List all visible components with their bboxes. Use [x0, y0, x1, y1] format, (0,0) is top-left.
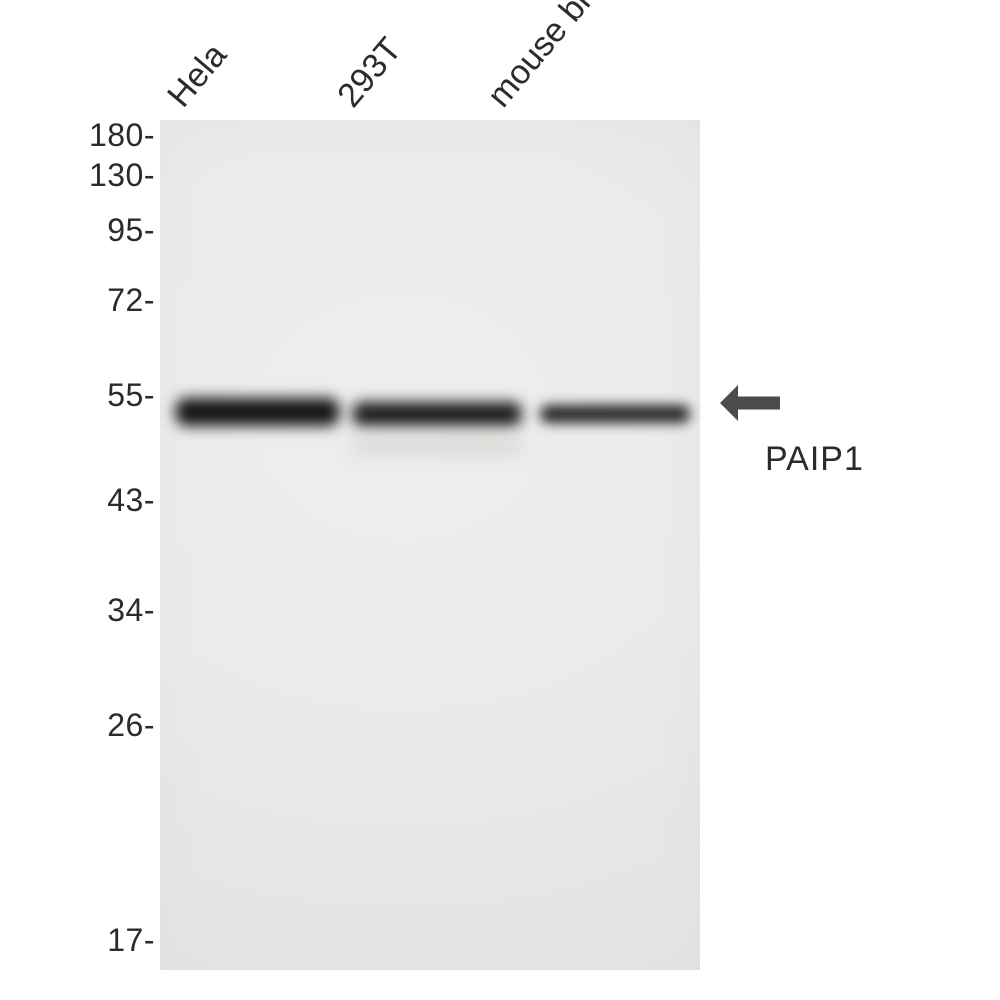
- lane-label-hela: Hela: [160, 36, 235, 115]
- mw-marker-95: 95-: [107, 212, 155, 249]
- blot-membrane: [160, 120, 700, 970]
- lane-label-293t: 293T: [330, 31, 410, 115]
- band-1: [352, 402, 522, 426]
- lane-label-mouse-brain: mouse brain: [480, 0, 630, 115]
- mw-marker-43: 43-: [107, 482, 155, 519]
- mw-marker-72: 72-: [107, 282, 155, 319]
- band-2: [540, 405, 690, 423]
- mw-marker-17: 17-: [107, 922, 155, 959]
- target-protein-label: PAIP1: [765, 440, 864, 479]
- mw-marker-130: 130-: [89, 157, 155, 194]
- target-arrow-icon: [720, 385, 780, 426]
- mw-marker-34: 34-: [107, 592, 155, 629]
- band-3: [352, 440, 522, 450]
- mw-marker-26: 26-: [107, 707, 155, 744]
- mw-marker-55: 55-: [107, 377, 155, 414]
- figure-canvas: 180-130- 95- 72- 55- 43- 34- 26- 17- Hela 293T mo…: [0, 0, 1000, 1000]
- mw-marker-180: 180-: [89, 117, 155, 154]
- band-0: [175, 398, 340, 426]
